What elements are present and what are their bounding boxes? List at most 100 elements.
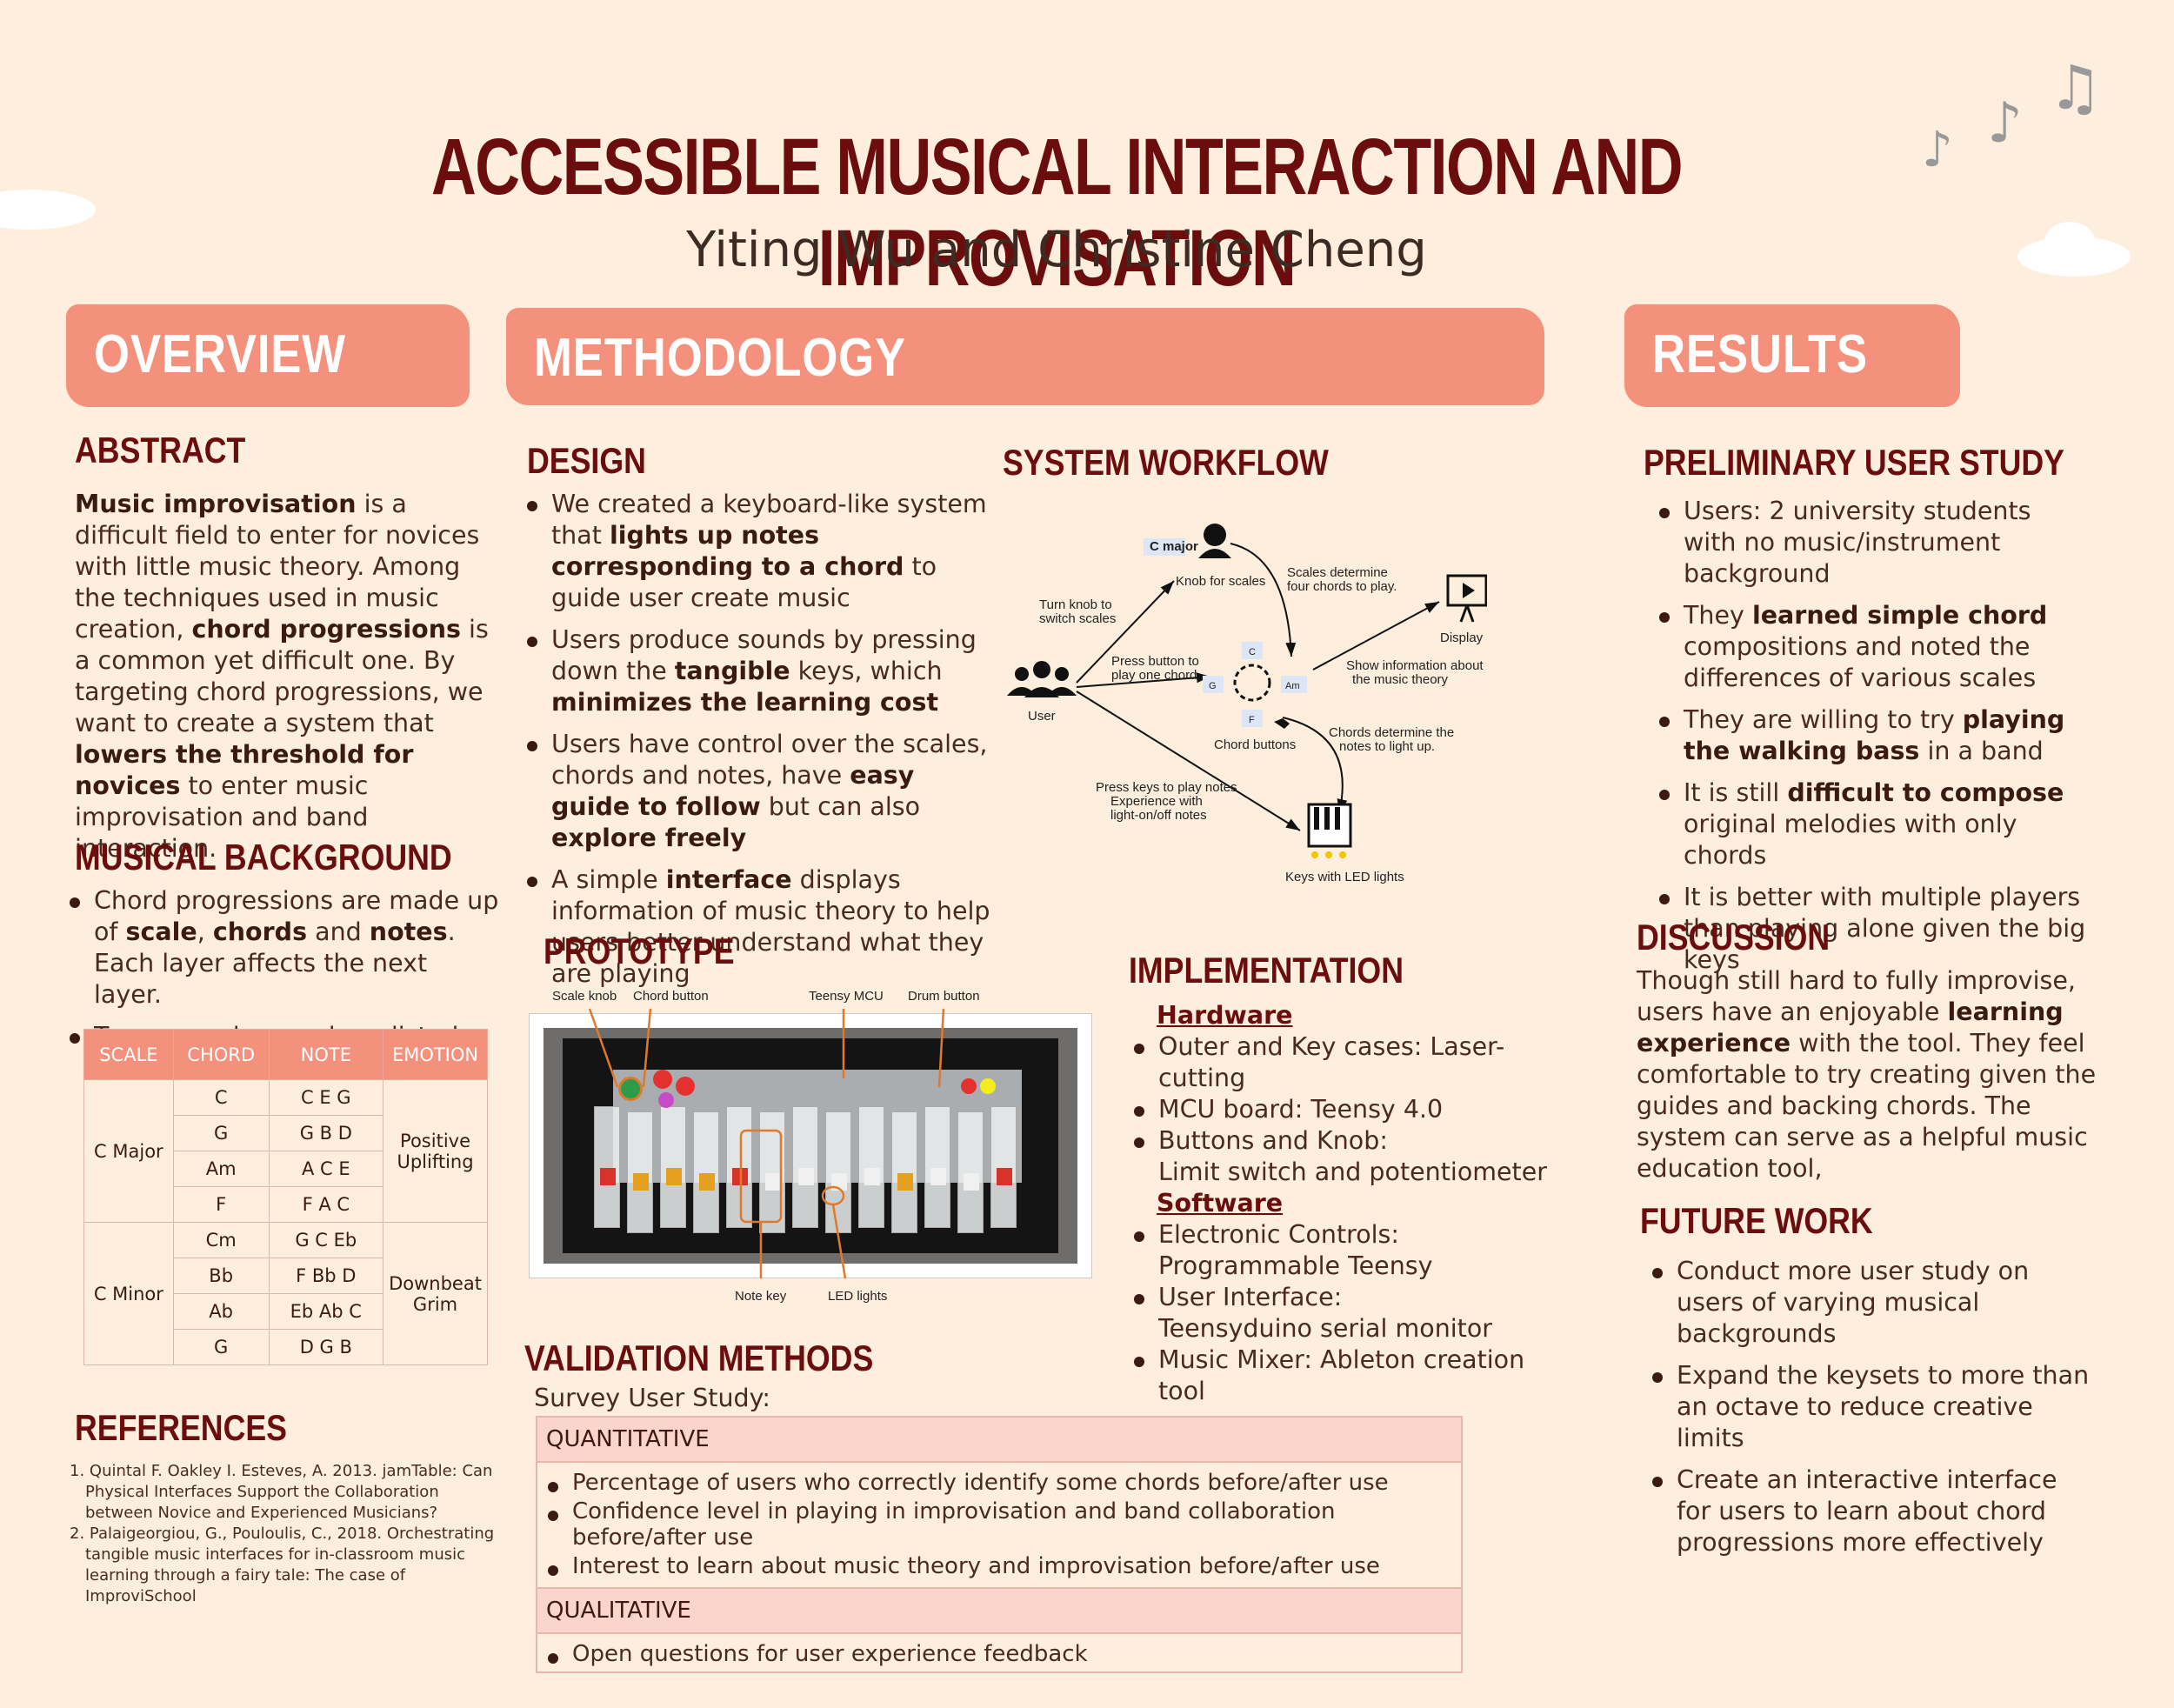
- display-icon: [1446, 574, 1487, 623]
- text-span: displays information of music theory to …: [551, 865, 990, 988]
- bold-text: minimizes the learning cost: [551, 688, 939, 717]
- bold-text: learned simple chord: [1751, 601, 2048, 630]
- workflow-heading: SYSTEM WORKFLOW: [1003, 442, 1329, 483]
- text-span: and: [307, 917, 370, 946]
- qualitative-label: QUALITATIVE: [537, 1587, 1461, 1634]
- list-item: It is better with multiple players than …: [1656, 882, 2091, 976]
- prototype-callouts: [588, 1008, 945, 1279]
- list-item: Expand the keysets to more than an octav…: [1649, 1360, 2092, 1454]
- svg-text:Scales determine: Scales determine: [1287, 565, 1388, 580]
- cloud-icon: [2044, 222, 2096, 265]
- svg-text:Display interface: Display interface: [1440, 630, 1487, 645]
- table-cell: F: [172, 1186, 270, 1223]
- note-key: [858, 1106, 884, 1228]
- list-item: User Interface: Teensyduino serial monit…: [1130, 1282, 1565, 1344]
- label-scale-knob: Scale knob: [552, 989, 617, 1004]
- note-key: [825, 1111, 851, 1233]
- svg-text:Show information about: Show information about: [1346, 658, 1484, 673]
- svg-text:Knob for scales: Knob for scales: [1176, 574, 1265, 589]
- bold-text: chord progressions: [191, 615, 461, 644]
- svg-text:Press keys to play notes: Press keys to play notes: [1096, 780, 1237, 795]
- note-key: [594, 1106, 620, 1228]
- bold-text: difficult to compose: [1787, 778, 2064, 807]
- scale-cell: C Minor: [83, 1222, 174, 1365]
- user-study-heading: PRELIMINARY USER STUDY: [1644, 442, 2064, 483]
- table-cell: A C E: [268, 1151, 384, 1187]
- table-row: C Minor Cm G C Eb Downbeat Grim: [83, 1222, 488, 1365]
- reference-item: 2. Palaigeorgiou, G., Pouloulis, C., 201…: [70, 1525, 495, 1605]
- svg-text:User: User: [1028, 709, 1056, 724]
- table-cell: F Bb D: [268, 1258, 384, 1294]
- poster-title: ACCESSIBLE MUSICAL INTERACTION AND IMPRO…: [430, 123, 1684, 303]
- list-item: Percentage of users who correctly identi…: [544, 1470, 1461, 1496]
- future-work-heading: FUTURE WORK: [1640, 1200, 1873, 1241]
- reference-item: 1. Quintal F. Oakley I. Esteves, A. 2013…: [70, 1462, 493, 1522]
- label-chord-button: Chord button: [633, 989, 709, 1004]
- text-span: They: [1684, 601, 1752, 630]
- list-item: They are willing to try playing the walk…: [1656, 704, 2091, 767]
- table-header: SCALE: [83, 1029, 174, 1080]
- bold-text: interface: [665, 865, 792, 894]
- implementation-body: Hardware Outer and Key cases: Laser-cutt…: [1130, 1000, 1565, 1407]
- validation-heading: VALIDATION METHODS: [524, 1338, 874, 1378]
- table-cell: G B D: [268, 1115, 384, 1151]
- text-span: Users: 2 university students with no mus…: [1684, 497, 2031, 588]
- bold-text: explore freely: [551, 824, 747, 852]
- text-span: to guide user create music: [551, 552, 937, 612]
- table-cell: Bb: [172, 1258, 270, 1294]
- music-note-icon: ♫: [2048, 52, 2103, 123]
- user-study-list: Users: 2 university students with no mus…: [1656, 496, 2091, 986]
- music-note-icon: ♪: [1987, 91, 2023, 156]
- table-row: Am A C E: [84, 1151, 488, 1187]
- list-item: It is still difficult to compose origina…: [1656, 777, 2091, 871]
- design-list: We created a keyboard-like system that l…: [523, 489, 993, 1000]
- list-item: Outer and Key cases: Laser-cutting: [1130, 1031, 1565, 1094]
- label-note-key: Note key: [735, 1289, 787, 1304]
- overview-banner: OVERVIEW: [66, 304, 470, 407]
- bold-text: lowers the threshold for novices: [75, 740, 414, 800]
- table-cell: C: [172, 1079, 270, 1116]
- list-item: Users have control over the scales, chor…: [523, 729, 993, 854]
- emotion-cell: Positive Uplifting: [383, 1079, 488, 1223]
- c-major-tag: [1144, 538, 1185, 556]
- hardware-label: Hardware: [1157, 1001, 1293, 1030]
- results-banner: RESULTS: [1624, 304, 1960, 407]
- table-header: CHORD: [172, 1029, 270, 1080]
- software-label: Software: [1157, 1189, 1284, 1218]
- user-icon: [1007, 661, 1077, 697]
- list-item: Interest to learn about music theory and…: [544, 1553, 1461, 1579]
- scale-cell: C Major: [83, 1079, 174, 1223]
- list-item: Users: 2 university students with no mus…: [1656, 496, 2091, 590]
- list-item: Chord progressions are made up of scale,…: [66, 885, 501, 1011]
- text-span: Chord progressions are made up of: [94, 886, 499, 946]
- svg-text:notes to light up.: notes to light up.: [1339, 739, 1435, 754]
- design-heading: DESIGN: [527, 440, 646, 481]
- bold-text: lights up notes corresponding to a chord: [551, 521, 904, 581]
- text-span: Users produce sounds by pressing down th…: [551, 625, 977, 685]
- svg-text:F: F: [1249, 715, 1255, 725]
- bold-text: notes: [369, 917, 448, 946]
- bold-text: chords: [212, 917, 308, 946]
- table-cell: Am: [172, 1151, 270, 1187]
- piano-icon: [1307, 803, 1352, 858]
- svg-text:the music theory: the music theory: [1352, 672, 1449, 687]
- bold-text: Music improvisation: [75, 490, 357, 518]
- list-item: Music Mixer: Ableton creation tool: [1130, 1344, 1565, 1407]
- text-span: Though still hard to fully improvise, us…: [1637, 966, 2076, 1026]
- svg-text:C: C: [1249, 647, 1256, 657]
- text-span: with the tool. They feel comfortable to …: [1637, 1029, 2097, 1183]
- note-key: [627, 1111, 653, 1233]
- implementation-heading: IMPLEMENTATION: [1129, 950, 1404, 991]
- validation-box: QUANTITATIVE Percentage of users who cor…: [536, 1416, 1463, 1673]
- text-span: . Each layer affects the next layer.: [94, 917, 456, 1009]
- bold-text: learning experience: [1637, 997, 2064, 1057]
- note-key: [792, 1106, 818, 1228]
- table-cell: F A C: [268, 1186, 384, 1223]
- table-cell: C E G: [268, 1079, 384, 1116]
- chord-buttons-icon: [1203, 642, 1307, 729]
- label-teensy: Teensy MCU: [809, 989, 884, 1004]
- emotion-cell: Downbeat Grim: [383, 1222, 488, 1365]
- bold-text: playing the walking bass: [1684, 705, 2065, 765]
